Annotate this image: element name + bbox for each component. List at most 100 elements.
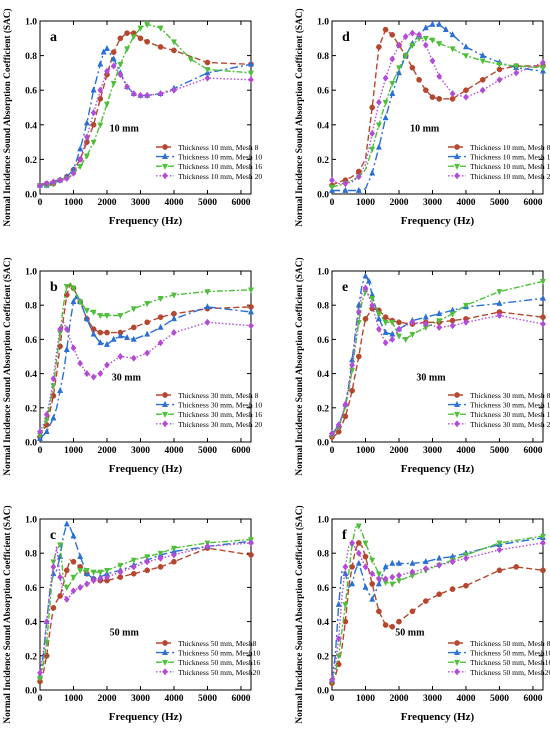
data-point	[83, 119, 90, 126]
data-point	[144, 349, 151, 357]
data-point	[144, 91, 151, 99]
y-tick-label: 0.0	[317, 439, 329, 449]
legend-marker	[162, 420, 168, 428]
data-point	[124, 46, 131, 53]
data-point	[77, 163, 84, 171]
legend-marker	[454, 144, 460, 150]
y-tick-label: 1.0	[317, 516, 329, 526]
data-point	[97, 339, 104, 346]
data-point	[124, 83, 131, 91]
legend-entry: Thickness 10 mm, Mesh 16	[470, 162, 550, 171]
data-point	[63, 345, 70, 352]
x-tick-label: 5000	[490, 198, 509, 208]
data-point	[57, 573, 64, 581]
y-axis-label: Normal Incidence Sound Absorption Coeffi…	[2, 257, 13, 475]
thickness-annotation: 10 mm	[410, 124, 440, 135]
y-tick-label: 0.6	[25, 584, 37, 594]
data-point	[83, 153, 90, 160]
legend-marker	[162, 144, 168, 150]
data-point	[335, 421, 342, 429]
data-point	[436, 554, 443, 561]
series-4	[329, 539, 546, 684]
data-point	[382, 328, 389, 335]
data-point	[462, 302, 469, 309]
y-axis-label: Normal Incidence Sound Absorption Coeffi…	[294, 8, 305, 226]
data-point	[70, 587, 77, 595]
data-point	[37, 669, 43, 677]
x-tick-label: 4000	[456, 694, 475, 704]
y-tick-label: 0.2	[25, 652, 37, 662]
x-axis-label: Frequency (Hz)	[401, 463, 475, 475]
x-tick-label: 2000	[97, 446, 116, 456]
data-point	[247, 70, 255, 77]
thickness-annotation: 30 mm	[112, 372, 142, 383]
data-point	[248, 552, 254, 558]
legend-entry: Thickness 30 mm, Mesh 16	[470, 410, 550, 419]
data-point	[389, 335, 396, 343]
data-point	[496, 76, 503, 84]
y-tick-label: 1.0	[317, 18, 329, 28]
x-tick-label: 6000	[523, 694, 542, 704]
data-point	[375, 98, 382, 106]
data-point	[171, 328, 177, 337]
data-point	[362, 553, 369, 560]
data-point	[463, 93, 469, 101]
data-point	[513, 63, 520, 70]
data-point	[496, 540, 503, 547]
data-point	[496, 299, 503, 306]
data-point	[462, 53, 469, 60]
data-point	[144, 330, 151, 337]
data-point	[409, 559, 416, 566]
legend-marker	[453, 659, 461, 666]
data-point	[171, 551, 177, 559]
data-point	[402, 337, 409, 344]
y-tick-label: 1.0	[25, 516, 37, 526]
data-point	[362, 583, 369, 590]
plot-frame	[39, 270, 252, 443]
data-point	[328, 184, 336, 191]
data-point	[422, 320, 429, 328]
data-point	[442, 25, 449, 32]
data-point	[57, 542, 64, 549]
chart-panel-d: 0.0 0.2 0.4 0.6 0.8 1.0 0 1000 2000 3000 4000 5000 6…	[294, 8, 550, 227]
x-tick-label: 4000	[164, 694, 183, 704]
data-point	[103, 101, 110, 108]
data-point	[362, 563, 369, 571]
legend-marker	[453, 648, 461, 655]
y-tick-label: 0.0	[25, 687, 37, 697]
y-tick-label: 0.8	[317, 52, 329, 62]
x-tick-label: 0	[38, 694, 43, 704]
data-point	[422, 557, 429, 565]
data-point	[382, 314, 389, 321]
data-point	[90, 330, 97, 337]
data-point	[43, 618, 50, 626]
chart-panel-b: 0.0 0.2 0.4 0.6 0.8 1.0 0 1000 2000 3000 4000 5000 6…	[2, 257, 262, 475]
data-point	[382, 339, 389, 347]
x-tick-label: 1000	[64, 446, 83, 456]
data-point	[382, 99, 389, 107]
data-point	[342, 180, 349, 188]
data-point	[90, 576, 97, 585]
data-point	[83, 315, 90, 322]
data-point	[247, 308, 255, 315]
legend-entry: Thickness 10 mm, Mesh 8	[178, 143, 259, 152]
data-point	[110, 62, 117, 70]
data-point	[429, 94, 436, 100]
data-point	[97, 329, 104, 336]
data-point	[83, 370, 90, 378]
data-point	[70, 558, 77, 565]
series-2	[328, 534, 547, 683]
data-point	[144, 38, 151, 45]
data-point	[479, 76, 486, 83]
data-point	[375, 122, 382, 129]
data-point	[90, 121, 97, 128]
y-tick-label: 0.6	[317, 87, 329, 97]
data-point	[335, 600, 342, 607]
data-point	[90, 139, 97, 146]
legend-marker	[161, 648, 169, 655]
panel-label: f	[342, 528, 347, 543]
